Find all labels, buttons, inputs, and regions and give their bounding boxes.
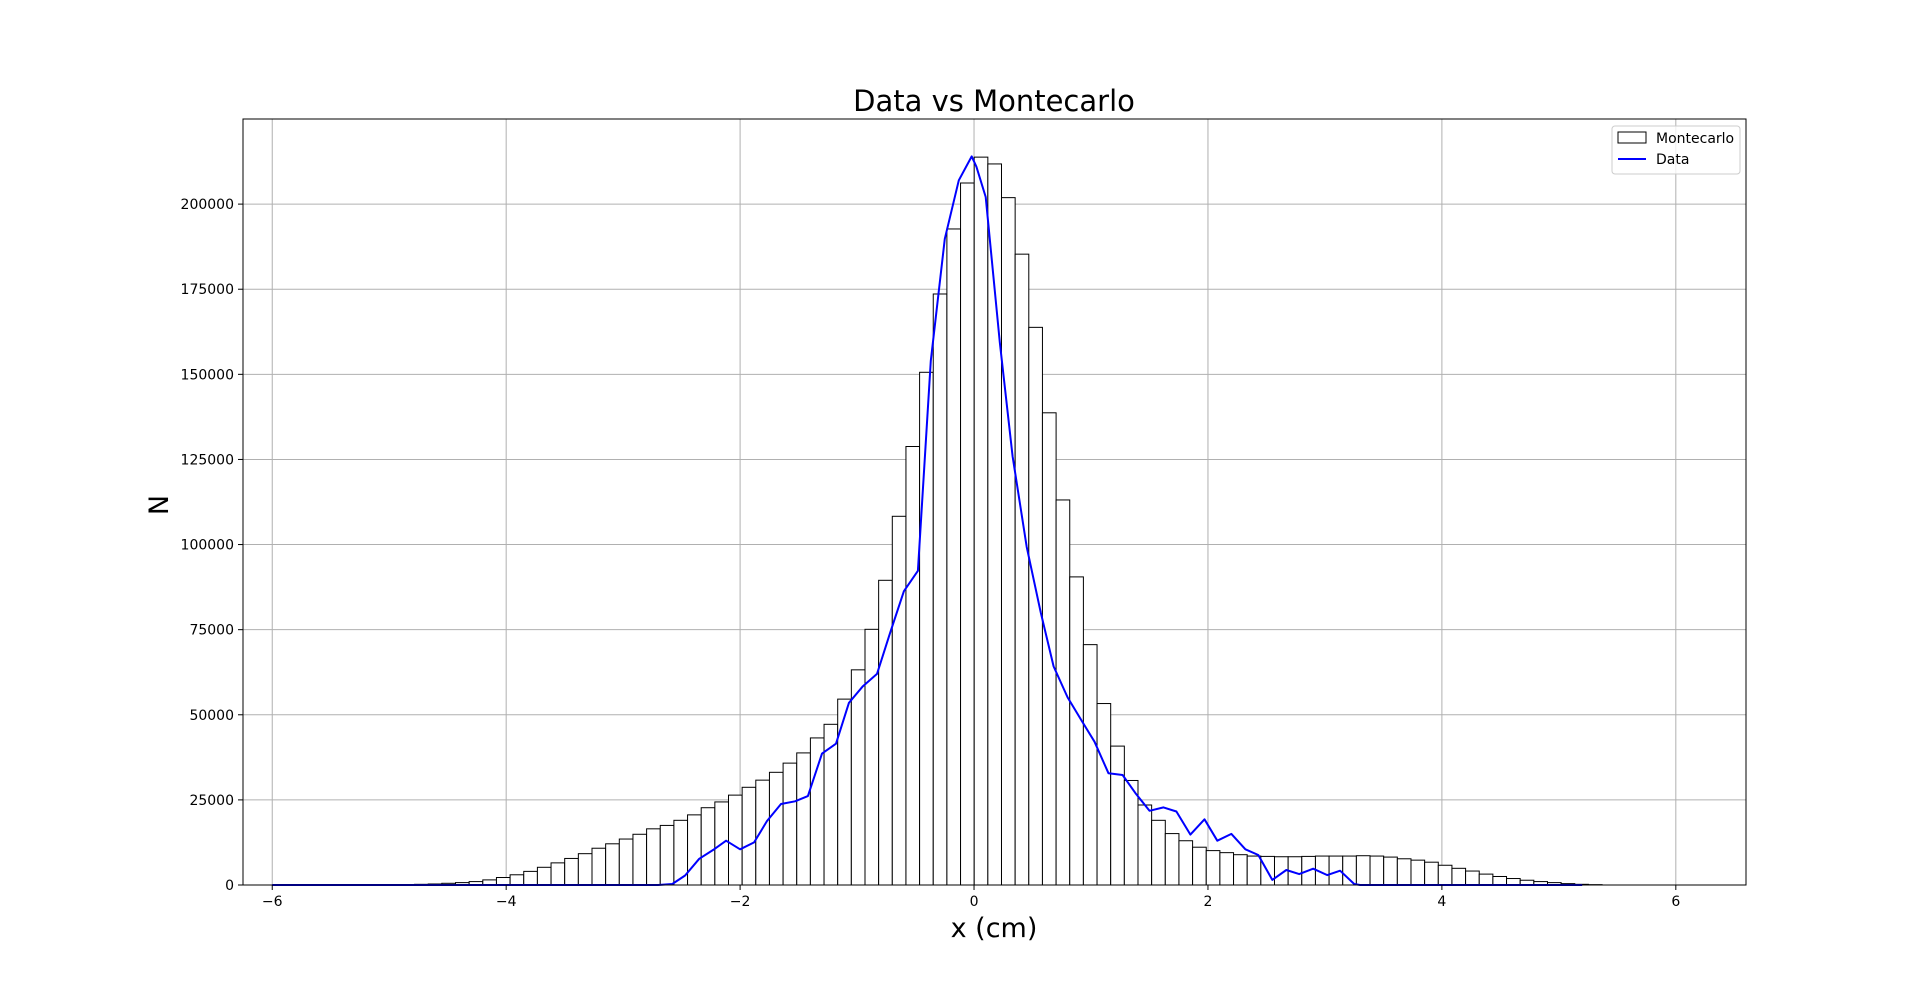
- y-axis-ticks: 0 25000 50000 75000 100000 125000 150000 175000…: [181, 197, 243, 894]
- montecarlo-bar: [564, 857, 579, 886]
- montecarlo-bar: [946, 228, 962, 886]
- montecarlo-bar: [577, 853, 593, 886]
- legend: Montecarlo Data: [1611, 125, 1741, 175]
- y-tick-label: 125000: [181, 452, 234, 468]
- legend-data-label: Data: [1656, 152, 1689, 168]
- montecarlo-bar: [919, 371, 934, 886]
- montecarlo-bar: [768, 771, 784, 886]
- y-tick-label: 25000: [189, 793, 234, 809]
- montecarlo-bar: [727, 794, 743, 886]
- montecarlo-bar: [1478, 873, 1494, 886]
- montecarlo-bar: [973, 156, 989, 886]
- montecarlo-bar: [1451, 867, 1467, 886]
- montecarlo-bar: [1437, 864, 1453, 886]
- x-tick-label: −4: [496, 894, 517, 910]
- montecarlo-bar: [905, 446, 921, 886]
- montecarlo-bar: [1055, 499, 1071, 886]
- montecarlo-bar: [605, 843, 620, 886]
- montecarlo-bar: [809, 737, 825, 886]
- montecarlo-bar: [509, 874, 525, 886]
- montecarlo-bar: [1233, 854, 1248, 886]
- montecarlo-bar: [1219, 852, 1235, 886]
- x-axis-ticks: −6 −4 −2 0 2 4 6: [262, 885, 1680, 910]
- montecarlo-bar: [864, 628, 880, 886]
- montecarlo-bar: [837, 698, 852, 886]
- montecarlo-bar: [550, 862, 566, 886]
- y-tick-label: 175000: [181, 282, 234, 298]
- montecarlo-bar: [632, 833, 648, 886]
- montecarlo-bar: [1383, 856, 1398, 886]
- plot-frame: [242, 118, 1747, 886]
- montecarlo-bar: [1151, 819, 1166, 886]
- montecarlo-bar: [523, 870, 538, 886]
- montecarlo-bar: [741, 786, 757, 886]
- montecarlo-bar: [646, 828, 661, 886]
- montecarlo-bar: [1465, 870, 1480, 886]
- montecarlo-bar: [850, 669, 866, 886]
- y-tick-label: 200000: [181, 197, 234, 213]
- montecarlo-bar: [1110, 745, 1125, 886]
- montecarlo-bar: [1069, 576, 1084, 886]
- montecarlo-bar: [591, 847, 607, 886]
- montecarlo-bar: [1205, 850, 1221, 886]
- montecarlo-bar: [932, 293, 948, 886]
- montecarlo-bar: [1082, 644, 1098, 886]
- montecarlo-bar: [687, 814, 702, 886]
- legend-montecarlo-swatch: [1617, 131, 1647, 144]
- montecarlo-bar: [987, 163, 1002, 886]
- montecarlo-bar: [1178, 840, 1194, 886]
- montecarlo-bar: [1123, 779, 1139, 886]
- montecarlo-bar: [1137, 804, 1153, 886]
- x-tick-label: 6: [1671, 894, 1680, 910]
- montecarlo-bar: [1246, 855, 1262, 886]
- x-tick-label: 0: [970, 894, 979, 910]
- x-tick-label: −2: [730, 894, 751, 910]
- y-tick-label: 50000: [189, 708, 234, 724]
- x-tick-label: 2: [1204, 894, 1213, 910]
- montecarlo-bar: [796, 752, 811, 886]
- montecarlo-bar: [782, 762, 798, 886]
- montecarlo-bar: [1192, 846, 1207, 886]
- montecarlo-bar: [700, 807, 716, 886]
- legend-montecarlo-label: Montecarlo: [1656, 131, 1734, 147]
- y-tick-label: 150000: [181, 367, 234, 383]
- y-tick-label: 0: [225, 878, 234, 894]
- montecarlo-bar: [1424, 861, 1439, 886]
- montecarlo-bar: [1410, 859, 1426, 886]
- montecarlo-bar: [659, 824, 675, 886]
- y-tick-label: 100000: [181, 538, 234, 554]
- montecarlo-bar: [891, 515, 907, 886]
- montecarlo-bar: [1014, 253, 1030, 886]
- montecarlo-bar: [1096, 703, 1112, 886]
- x-axis-label: x (cm): [951, 913, 1038, 944]
- montecarlo-bar: [878, 579, 893, 886]
- montecarlo-bar: [1492, 875, 1508, 886]
- y-axis-label: N: [144, 495, 175, 515]
- data-line-series: [272, 155, 1583, 886]
- x-tick-label: 4: [1437, 894, 1446, 910]
- montecarlo-bar: [1369, 855, 1385, 886]
- data-line: [272, 155, 1583, 886]
- montecarlo-bar: [1355, 855, 1371, 886]
- y-tick-label: 75000: [189, 623, 234, 639]
- montecarlo-bar: [618, 838, 634, 886]
- montecarlo-bar: [960, 182, 975, 886]
- montecarlo-bar: [495, 877, 511, 886]
- montecarlo-bar: [536, 866, 552, 886]
- montecarlo-bar: [1396, 858, 1412, 886]
- x-tick-label: −6: [262, 894, 283, 910]
- montecarlo-bar: [1000, 197, 1016, 886]
- chart-title: Data vs Montecarlo: [853, 84, 1135, 118]
- montecarlo-bar: [755, 779, 770, 886]
- montecarlo-bar: [1164, 833, 1180, 886]
- montecarlo-histogram: [400, 156, 1603, 886]
